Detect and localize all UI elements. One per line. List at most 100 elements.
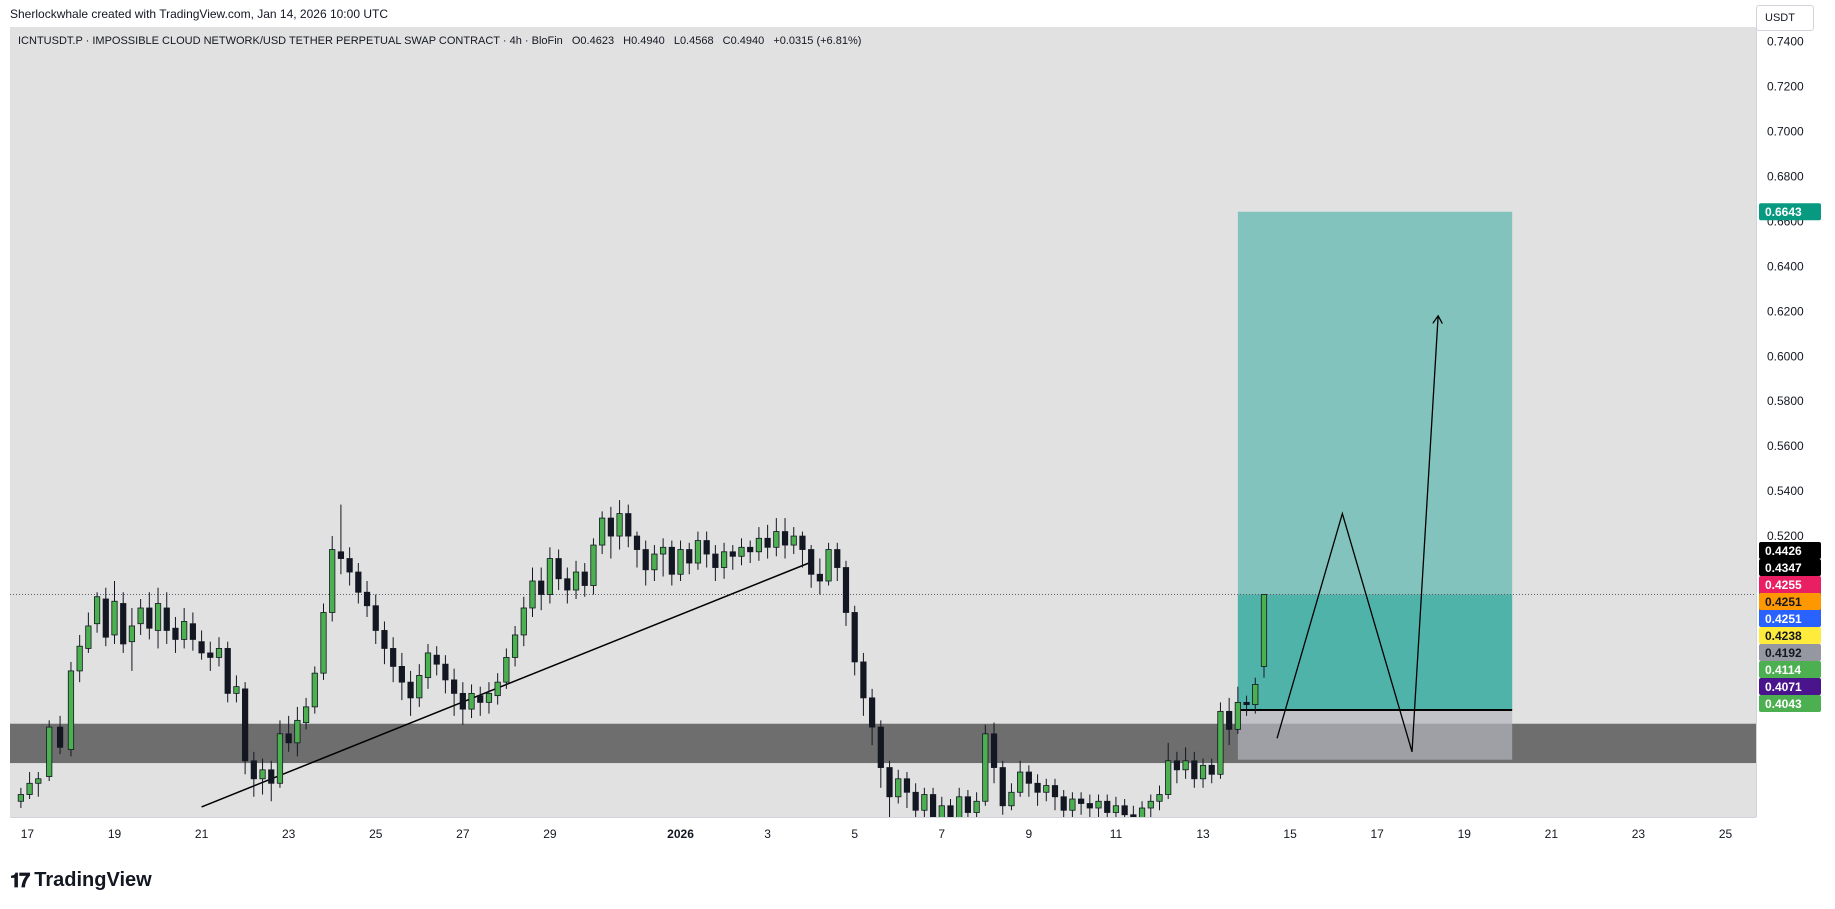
candle xyxy=(485,682,493,714)
candle xyxy=(564,567,571,604)
candle xyxy=(860,652,867,716)
candle-body xyxy=(520,607,527,636)
candle xyxy=(990,722,998,784)
candle-body xyxy=(1051,785,1059,798)
chart-frame: ICNTUSDT.P · IMPOSSIBLE CLOUD NETWORK/US… xyxy=(10,27,1826,850)
price-label: 0.4347 xyxy=(1759,559,1821,576)
candle xyxy=(686,542,693,575)
candle-body xyxy=(1243,701,1250,706)
candle-body xyxy=(1260,594,1268,667)
candle xyxy=(259,758,266,795)
candle xyxy=(1191,751,1198,788)
candle xyxy=(947,799,954,817)
price-label: 0.4251 xyxy=(1759,593,1821,610)
candle-body xyxy=(529,580,536,609)
time-tick-label: 21 xyxy=(1545,827,1559,841)
candle-body xyxy=(1034,782,1041,793)
candle xyxy=(1060,790,1067,817)
price-label-text: 0.4251 xyxy=(1765,612,1802,626)
candle-body xyxy=(503,657,510,683)
candle-body xyxy=(224,648,231,694)
candle xyxy=(1156,785,1163,811)
candle-body xyxy=(1156,794,1163,802)
candle-body xyxy=(790,535,797,546)
currency-button[interactable]: USDT xyxy=(1756,5,1814,31)
candle xyxy=(912,783,919,817)
time-tick-label: 19 xyxy=(1458,827,1472,841)
candle xyxy=(529,567,536,617)
tradingview-logo[interactable]: 𝟏𝟕 TradingView xyxy=(10,868,152,892)
candle xyxy=(877,720,884,788)
candle xyxy=(1025,765,1032,797)
candle xyxy=(451,668,458,716)
candle xyxy=(46,720,53,782)
candle-body xyxy=(398,666,405,683)
candle-body xyxy=(660,546,667,555)
price-axis[interactable]: 0.7400 0.7200 0.7000 0.6800 0.6600 0.6400 0.62… xyxy=(1756,27,1826,817)
candle xyxy=(1095,794,1102,817)
candle xyxy=(625,504,632,548)
price-label: 0.4114 xyxy=(1759,661,1821,678)
candle-body xyxy=(181,621,188,640)
legend-change: +0.0315 (+6.81%) xyxy=(773,35,862,47)
time-axis[interactable]: 17 19 21 23 25 27 29 2026 3 5 7 9 11 13 15 17 19 21 23 25 xyxy=(10,817,1756,850)
candle-body xyxy=(46,726,53,777)
candle-body xyxy=(285,733,292,744)
candle xyxy=(459,682,466,725)
price-chart[interactable] xyxy=(10,27,1756,817)
candle-body xyxy=(555,558,562,580)
candle xyxy=(250,751,257,797)
candle-body xyxy=(1069,798,1076,811)
candle xyxy=(494,673,501,705)
legend-open: O0.4623 xyxy=(571,35,615,47)
candle-body xyxy=(1025,771,1032,784)
candle-body xyxy=(198,641,205,654)
time-tick-label: 17 xyxy=(21,827,35,841)
candle-body xyxy=(67,670,75,750)
candle xyxy=(1165,742,1172,800)
plot-area[interactable]: ICNTUSDT.P · IMPOSSIBLE CLOUD NETWORK/US… xyxy=(10,27,1756,817)
candle-body xyxy=(172,627,179,640)
candle xyxy=(390,637,397,683)
candle xyxy=(189,612,196,651)
candle-body xyxy=(1226,710,1233,730)
candle xyxy=(468,684,475,719)
price-tick-label: 0.6400 xyxy=(1767,259,1804,273)
candle-body xyxy=(1043,785,1050,793)
candle xyxy=(1034,774,1041,806)
candle-body xyxy=(1191,760,1198,780)
price-label-box xyxy=(1759,576,1821,593)
candle xyxy=(546,547,554,604)
candle xyxy=(424,643,432,689)
candle xyxy=(1226,697,1233,746)
candle-body xyxy=(268,769,275,784)
candle-body xyxy=(355,571,362,593)
candle-body xyxy=(642,549,649,571)
candle xyxy=(1121,799,1128,817)
candle xyxy=(799,531,806,568)
candle-body xyxy=(938,805,945,817)
candle xyxy=(242,682,249,775)
time-tick-label: 11 xyxy=(1110,827,1123,841)
candle-body xyxy=(1112,805,1120,813)
candle xyxy=(76,634,83,683)
candle-body xyxy=(869,697,876,728)
candle-body xyxy=(128,625,136,643)
price-label: 0.4043 xyxy=(1759,695,1821,712)
candle-body xyxy=(207,652,214,658)
candle xyxy=(381,621,388,665)
candle-body xyxy=(433,654,440,665)
candle-body xyxy=(877,726,884,768)
candle-body xyxy=(468,692,475,710)
candle-body xyxy=(956,796,963,817)
candle-body xyxy=(1182,760,1189,771)
candle-body xyxy=(1086,803,1093,809)
candle-body xyxy=(93,596,101,625)
candle xyxy=(198,630,205,660)
candle-body xyxy=(424,652,432,679)
price-tick-label: 0.6200 xyxy=(1767,304,1804,318)
candle-body xyxy=(137,607,144,625)
candle-body xyxy=(808,549,815,575)
candle xyxy=(1112,796,1120,817)
candle xyxy=(1051,778,1059,811)
